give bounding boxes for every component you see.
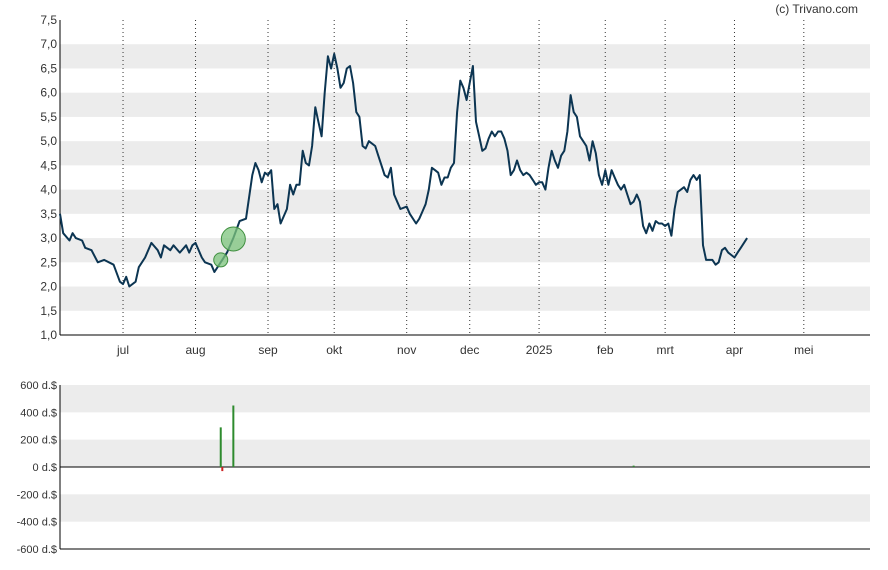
y-tick-label: 2,0 [40, 280, 57, 294]
x-tick-label: aug [186, 343, 206, 357]
volume-y-tick-label: -400 d.$ [17, 517, 57, 529]
volume-y-tick-label: 600 d.$ [20, 380, 57, 392]
y-tick-label: 6,5 [40, 61, 57, 75]
x-tick-label: dec [460, 343, 479, 357]
x-tick-label: mei [794, 343, 813, 357]
x-tick-label: sep [258, 343, 278, 357]
price-grid-band [60, 189, 870, 214]
volume-y-tick-label: -200 d.$ [17, 489, 57, 501]
y-tick-label: 2,5 [40, 255, 57, 269]
y-tick-label: 5,5 [40, 110, 57, 124]
y-tick-label: 4,0 [40, 183, 57, 197]
y-tick-label: 3,0 [40, 231, 57, 245]
y-tick-label: 6,0 [40, 86, 57, 100]
y-tick-label: 3,5 [40, 207, 57, 221]
volume-y-tick-label: 400 d.$ [20, 407, 57, 419]
x-tick-label: okt [326, 343, 343, 357]
y-tick-label: 7,0 [40, 37, 57, 51]
x-tick-label: feb [597, 343, 614, 357]
buy-marker [220, 226, 246, 252]
volume-grid-band [60, 385, 870, 413]
price-grid-band [60, 286, 870, 311]
volume-grid-band [60, 439, 870, 467]
y-tick-label: 5,0 [40, 134, 57, 148]
y-tick-label: 1,5 [40, 304, 57, 318]
x-tick-label: apr [726, 343, 743, 357]
x-tick-label: nov [397, 343, 416, 357]
volume-y-tick-label: -600 d.$ [17, 544, 57, 556]
x-tick-label: mrt [656, 343, 674, 357]
credit-label: (c) Trivano.com [775, 2, 858, 16]
price-grid-band [60, 44, 870, 69]
x-tick-label: 2025 [526, 343, 553, 357]
volume-grid-band [60, 494, 870, 522]
price-grid-band [60, 141, 870, 166]
y-tick-label: 7,5 [40, 13, 57, 27]
volume-y-tick-label: 0 d.$ [33, 462, 57, 474]
buy-marker [213, 252, 229, 268]
y-tick-label: 4,5 [40, 158, 57, 172]
volume-y-tick-label: 200 d.$ [20, 435, 57, 447]
x-tick-label: jul [116, 343, 129, 357]
price-line [59, 52, 748, 288]
y-tick-label: 1,0 [40, 328, 57, 342]
